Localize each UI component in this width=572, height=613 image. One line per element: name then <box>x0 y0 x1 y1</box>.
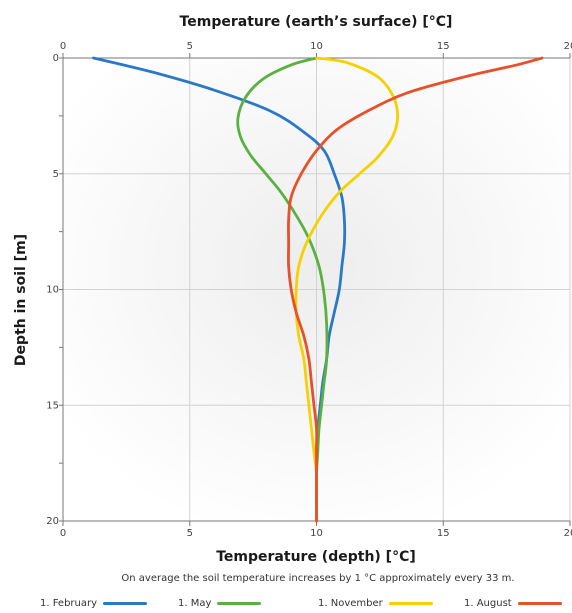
legend-label: 1. May <box>178 597 212 609</box>
legend-swatch <box>517 601 562 605</box>
legend-swatch <box>388 601 433 605</box>
series-line-november <box>294 56 400 523</box>
legend-swatch <box>217 601 262 605</box>
soil-temperature-chart: 005510101515202005101520 Temperature (ea… <box>13 14 572 584</box>
x-tick-label: 5 <box>187 528 193 539</box>
legend-item-may: 1. May <box>178 594 262 612</box>
legend-label: 1. November <box>318 597 383 609</box>
x-tick-label: 0 <box>60 528 66 539</box>
series-line-may <box>236 56 329 523</box>
series-lines <box>92 56 544 523</box>
legend-item-november: 1. November <box>318 594 433 612</box>
y-tick-label: 15 <box>46 400 59 411</box>
x-tick-label: 10 <box>310 528 323 539</box>
y-axis-label: Depth in soil [m] <box>13 234 29 366</box>
legend-label: 1. February <box>40 597 98 609</box>
x-tick-label: 20 <box>564 528 572 539</box>
y-tick-label: 20 <box>46 516 59 527</box>
x-top-tick-label: 10 <box>310 41 323 52</box>
legend-swatch <box>103 601 148 605</box>
chart-title: Temperature (earth’s surface) [°C] <box>180 14 453 30</box>
y-tick-label: 0 <box>53 53 59 64</box>
y-tick-label: 5 <box>53 169 59 180</box>
legend-label: 1. August <box>464 597 512 609</box>
x-top-tick-label: 15 <box>437 41 450 52</box>
x-top-tick-label: 20 <box>564 41 572 52</box>
x-axis-label: Temperature (depth) [°C] <box>216 549 416 565</box>
legend: 1. February 1. May 1. November 1. August <box>0 594 572 612</box>
x-top-tick-label: 0 <box>60 41 66 52</box>
x-tick-label: 15 <box>437 528 450 539</box>
tick-labels: 005510101515202005101520 <box>46 41 572 539</box>
x-top-tick-label: 5 <box>187 41 193 52</box>
series-line-august <box>287 56 544 523</box>
chart-caption: On average the soil temperature increase… <box>121 573 514 584</box>
legend-item-february: 1. February <box>40 594 148 612</box>
y-tick-label: 10 <box>46 285 59 296</box>
legend-item-august: 1. August <box>464 594 562 612</box>
